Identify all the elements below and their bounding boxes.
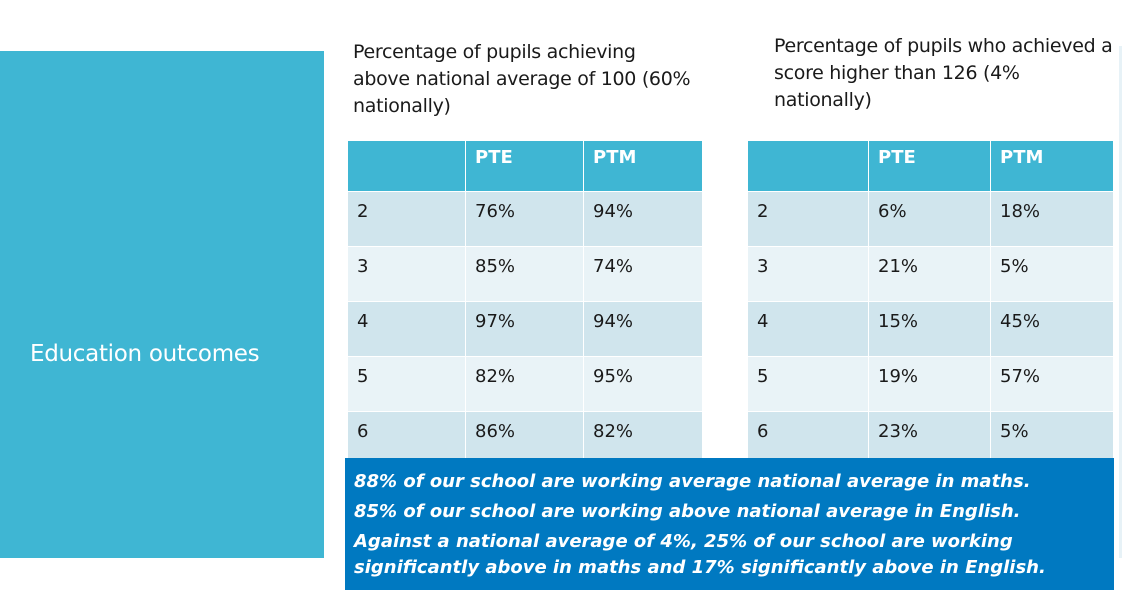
summary-maths: 88% of our school are working average na… xyxy=(354,471,1031,492)
pte-cell: 19% xyxy=(868,356,991,412)
high-score-table: PTE PTM 2 6% 18% 3 21% 5% 4 15% 45% 5 19… xyxy=(747,140,1114,467)
ptm-cell: 94% xyxy=(583,301,703,357)
above-average-table: PTE PTM 2 76% 94% 3 85% 74% 4 97% 94% 5 … xyxy=(347,140,703,467)
header-pte: PTE xyxy=(465,140,584,192)
pte-cell: 6% xyxy=(868,191,991,247)
table-header-row: PTE PTM xyxy=(347,140,703,192)
ptm-cell: 45% xyxy=(990,301,1114,357)
ptm-cell: 82% xyxy=(583,411,703,467)
ptm-cell: 95% xyxy=(583,356,703,412)
header-ptm: PTM xyxy=(583,140,703,192)
year-cell: 3 xyxy=(347,246,466,302)
year-cell: 4 xyxy=(347,301,466,357)
ptm-cell: 5% xyxy=(990,246,1114,302)
year-cell: 3 xyxy=(747,246,869,302)
ptm-cell: 94% xyxy=(583,191,703,247)
right-divider xyxy=(1119,46,1122,558)
section-title: Education outcomes xyxy=(30,341,260,367)
pte-cell: 76% xyxy=(465,191,584,247)
right-table-caption: Percentage of pupils who achieved a scor… xyxy=(774,35,1113,111)
table-row: 4 15% 45% xyxy=(747,301,1114,357)
table-row: 6 86% 82% xyxy=(347,411,703,467)
left-table-caption: Percentage of pupils achieving above nat… xyxy=(353,41,691,117)
ptm-cell: 18% xyxy=(990,191,1114,247)
pte-cell: 97% xyxy=(465,301,584,357)
year-cell: 2 xyxy=(747,191,869,247)
year-cell: 4 xyxy=(747,301,869,357)
table-row: 2 76% 94% xyxy=(347,191,703,247)
ptm-cell: 74% xyxy=(583,246,703,302)
year-cell: 2 xyxy=(347,191,466,247)
pte-cell: 21% xyxy=(868,246,991,302)
table-row: 3 85% 74% xyxy=(347,246,703,302)
pte-cell: 85% xyxy=(465,246,584,302)
pte-cell: 23% xyxy=(868,411,991,467)
pte-cell: 15% xyxy=(868,301,991,357)
table-row: 5 82% 95% xyxy=(347,356,703,412)
year-cell: 6 xyxy=(347,411,466,467)
summary-significant: Against a national average of 4%, 25% of… xyxy=(354,531,1046,578)
table-row: 3 21% 5% xyxy=(747,246,1114,302)
header-year xyxy=(347,140,466,192)
header-ptm: PTM xyxy=(990,140,1114,192)
table-header-row: PTE PTM xyxy=(747,140,1114,192)
table-row: 2 6% 18% xyxy=(747,191,1114,247)
summary-box: 88% of our school are working average na… xyxy=(345,458,1114,590)
header-year xyxy=(747,140,869,192)
year-cell: 5 xyxy=(747,356,869,412)
summary-english: 85% of our school are working above nati… xyxy=(354,501,1021,522)
pte-cell: 82% xyxy=(465,356,584,412)
header-pte: PTE xyxy=(868,140,991,192)
ptm-cell: 5% xyxy=(990,411,1114,467)
year-cell: 6 xyxy=(747,411,869,467)
ptm-cell: 57% xyxy=(990,356,1114,412)
table-row: 5 19% 57% xyxy=(747,356,1114,412)
side-panel: Education outcomes xyxy=(0,51,324,558)
year-cell: 5 xyxy=(347,356,466,412)
table-row: 6 23% 5% xyxy=(747,411,1114,467)
table-row: 4 97% 94% xyxy=(347,301,703,357)
